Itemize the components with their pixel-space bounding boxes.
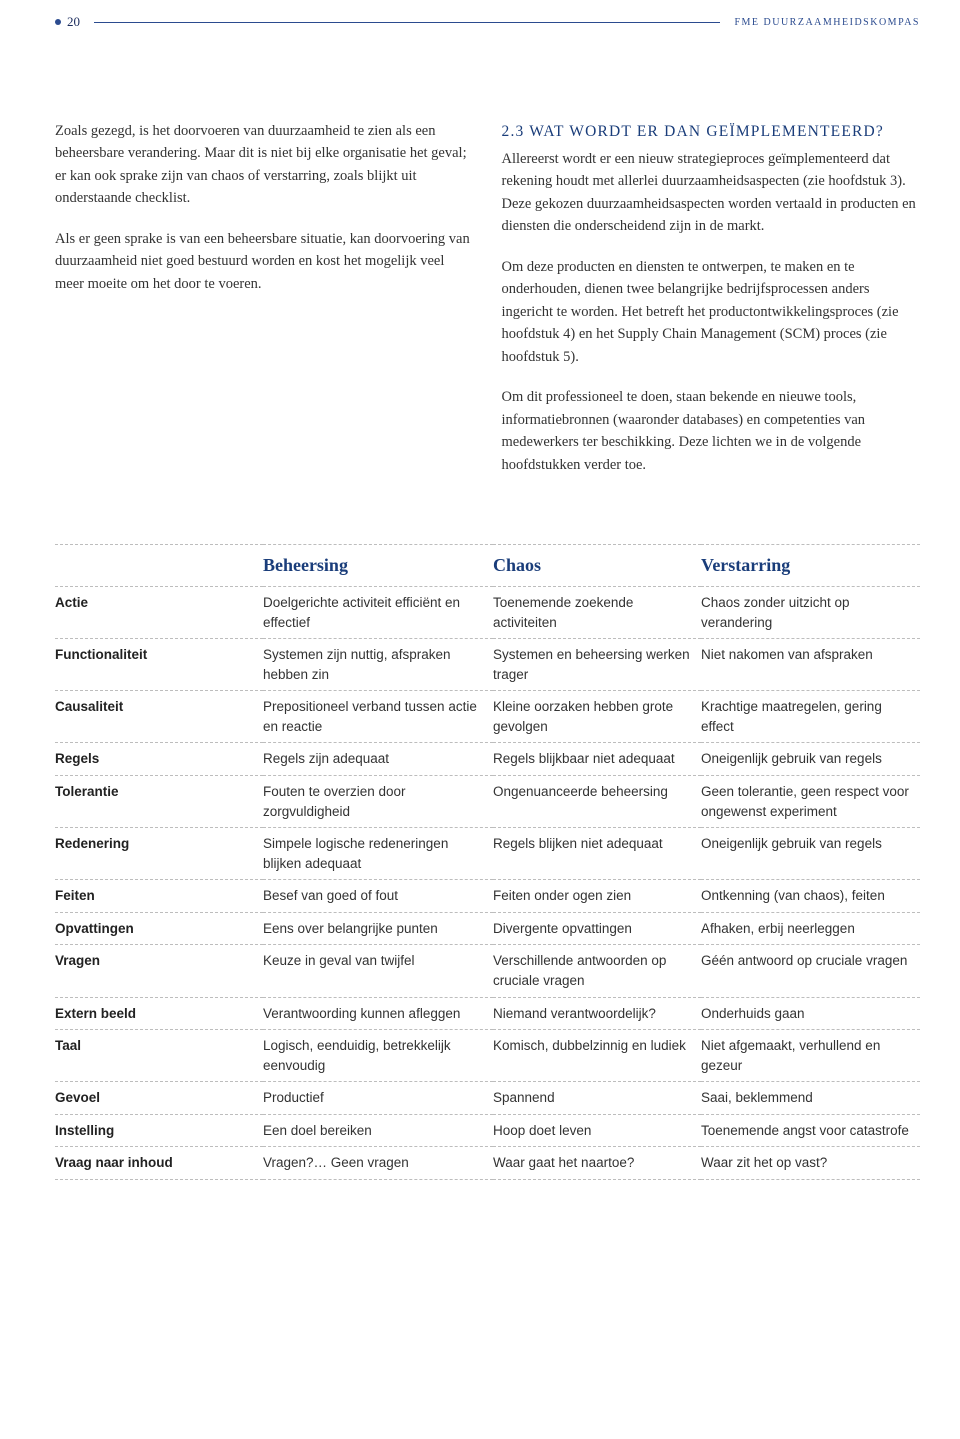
- table-body: ActieDoelgerichte activiteit efficiënt e…: [55, 587, 920, 1180]
- text-columns: Zoals gezegd, is het doorvoeren van duur…: [55, 120, 920, 494]
- row-cell: Productief: [263, 1082, 493, 1115]
- row-cell: Prepositioneel verband tussen actie en r…: [263, 691, 493, 743]
- row-label: Taal: [55, 1030, 263, 1082]
- row-cell: Vragen?… Geen vragen: [263, 1147, 493, 1180]
- row-label: Gevoel: [55, 1082, 263, 1115]
- row-cell: Waar zit het op vast?: [701, 1147, 920, 1180]
- table-header-verstarring: Verstarring: [701, 545, 920, 587]
- row-cell: Oneigenlijk gebruik van regels: [701, 743, 920, 776]
- right-paragraph-3: Om dit professioneel te doen, staan beke…: [502, 386, 921, 476]
- row-label: Opvattingen: [55, 912, 263, 945]
- table-header-row: Beheersing Chaos Verstarring: [55, 545, 920, 587]
- table-row: RedeneringSimpele logische redeneringen …: [55, 828, 920, 880]
- table-row: TaalLogisch, eenduidig, betrekkelijk een…: [55, 1030, 920, 1082]
- row-cell: Niet afgemaakt, verhullend en gezeur: [701, 1030, 920, 1082]
- row-cell: Toenemende angst voor catastrofe: [701, 1114, 920, 1147]
- row-cell: Besef van goed of fout: [263, 880, 493, 913]
- row-cell: Divergente opvattingen: [493, 912, 701, 945]
- row-cell: Hoop doet leven: [493, 1114, 701, 1147]
- document-label: FME DUURZAAMHEIDSKOMPAS: [734, 17, 920, 28]
- left-column: Zoals gezegd, is het doorvoeren van duur…: [55, 120, 474, 494]
- right-paragraph-1: Allereerst wordt er een nieuw strategiep…: [502, 148, 921, 238]
- row-label: Redenering: [55, 828, 263, 880]
- row-cell: Ontkenning (van chaos), feiten: [701, 880, 920, 913]
- row-cell: Regels zijn adequaat: [263, 743, 493, 776]
- row-cell: Krachtige maatregelen, gering effect: [701, 691, 920, 743]
- table-row: FeitenBesef van goed of foutFeiten onder…: [55, 880, 920, 913]
- table-row: TolerantieFouten te overzien door zorgvu…: [55, 776, 920, 828]
- row-cell: Logisch, eenduidig, betrekkelijk eenvoud…: [263, 1030, 493, 1082]
- row-cell: Simpele logische redeneringen blijken ad…: [263, 828, 493, 880]
- left-paragraph-1: Zoals gezegd, is het doorvoeren van duur…: [55, 120, 474, 210]
- row-cell: Afhaken, erbij neerleggen: [701, 912, 920, 945]
- row-cell: Niet nakomen van afspraken: [701, 639, 920, 691]
- table-row: Vraag naar inhoudVragen?… Geen vragenWaa…: [55, 1147, 920, 1180]
- row-label: Functionaliteit: [55, 639, 263, 691]
- row-label: Vraag naar inhoud: [55, 1147, 263, 1180]
- row-cell: Een doel bereiken: [263, 1114, 493, 1147]
- row-cell: Chaos zonder uitzicht op verandering: [701, 587, 920, 639]
- document-page: 20 FME DUURZAAMHEIDSKOMPAS Zoals gezegd,…: [0, 0, 960, 1210]
- table-header-chaos: Chaos: [493, 545, 701, 587]
- row-cell: Niemand verantwoordelijk?: [493, 997, 701, 1030]
- page-number-wrap: 20: [55, 14, 80, 30]
- row-cell: Géén antwoord op cruciale vragen: [701, 945, 920, 997]
- row-label: Extern beeld: [55, 997, 263, 1030]
- row-cell: Onderhuids gaan: [701, 997, 920, 1030]
- row-label: Actie: [55, 587, 263, 639]
- right-paragraph-2: Om deze producten en diensten te ontwerp…: [502, 256, 921, 368]
- table-row: InstellingEen doel bereikenHoop doet lev…: [55, 1114, 920, 1147]
- page-header: 20 FME DUURZAAMHEIDSKOMPAS: [55, 0, 920, 30]
- row-label: Feiten: [55, 880, 263, 913]
- row-cell: Doelgerichte activiteit efficiënt en eff…: [263, 587, 493, 639]
- row-cell: Fouten te overzien door zorgvuldigheid: [263, 776, 493, 828]
- table-row: Extern beeldVerantwoording kunnen aflegg…: [55, 997, 920, 1030]
- table-head: Beheersing Chaos Verstarring: [55, 545, 920, 587]
- header-rule: [94, 22, 720, 23]
- row-cell: Eens over belangrijke punten: [263, 912, 493, 945]
- table-header-beheersing: Beheersing: [263, 545, 493, 587]
- table-row: ActieDoelgerichte activiteit efficiënt e…: [55, 587, 920, 639]
- row-label: Instelling: [55, 1114, 263, 1147]
- row-cell: Spannend: [493, 1082, 701, 1115]
- right-column: 2.3 WAT WORDT ER DAN GEÏMPLEMENTEERD? Al…: [502, 120, 921, 494]
- table-row: RegelsRegels zijn adequaatRegels blijkba…: [55, 743, 920, 776]
- page-number: 20: [67, 14, 80, 30]
- table-row: FunctionaliteitSystemen zijn nuttig, afs…: [55, 639, 920, 691]
- row-cell: Komisch, dubbelzinnig en ludiek: [493, 1030, 701, 1082]
- table-row: CausaliteitPrepositioneel verband tussen…: [55, 691, 920, 743]
- row-cell: Verantwoording kunnen afleggen: [263, 997, 493, 1030]
- row-label: Causaliteit: [55, 691, 263, 743]
- checklist-table: Beheersing Chaos Verstarring ActieDoelge…: [55, 544, 920, 1180]
- section-heading: 2.3 WAT WORDT ER DAN GEÏMPLEMENTEERD?: [502, 120, 921, 144]
- row-cell: Verschillende antwoorden op cruciale vra…: [493, 945, 701, 997]
- row-cell: Regels blijkbaar niet adequaat: [493, 743, 701, 776]
- bullet-icon: [55, 19, 61, 25]
- table-row: OpvattingenEens over belangrijke puntenD…: [55, 912, 920, 945]
- row-cell: Keuze in geval van twijfel: [263, 945, 493, 997]
- row-label: Vragen: [55, 945, 263, 997]
- row-cell: Geen tolerantie, geen respect voor ongew…: [701, 776, 920, 828]
- row-cell: Toenemende zoekende activiteiten: [493, 587, 701, 639]
- row-cell: Regels blijken niet adequaat: [493, 828, 701, 880]
- row-label: Regels: [55, 743, 263, 776]
- table-row: VragenKeuze in geval van twijfelVerschil…: [55, 945, 920, 997]
- row-cell: Feiten onder ogen zien: [493, 880, 701, 913]
- row-cell: Waar gaat het naartoe?: [493, 1147, 701, 1180]
- row-cell: Saai, beklemmend: [701, 1082, 920, 1115]
- left-paragraph-2: Als er geen sprake is van een beheersbar…: [55, 228, 474, 295]
- row-cell: Oneigenlijk gebruik van regels: [701, 828, 920, 880]
- table-row: GevoelProductiefSpannendSaai, beklemmend: [55, 1082, 920, 1115]
- row-label: Tolerantie: [55, 776, 263, 828]
- row-cell: Ongenuanceerde beheersing: [493, 776, 701, 828]
- row-cell: Systemen en beheersing werken trager: [493, 639, 701, 691]
- row-cell: Systemen zijn nuttig, afspraken hebben z…: [263, 639, 493, 691]
- table-header-empty: [55, 545, 263, 587]
- row-cell: Kleine oorzaken hebben grote gevolgen: [493, 691, 701, 743]
